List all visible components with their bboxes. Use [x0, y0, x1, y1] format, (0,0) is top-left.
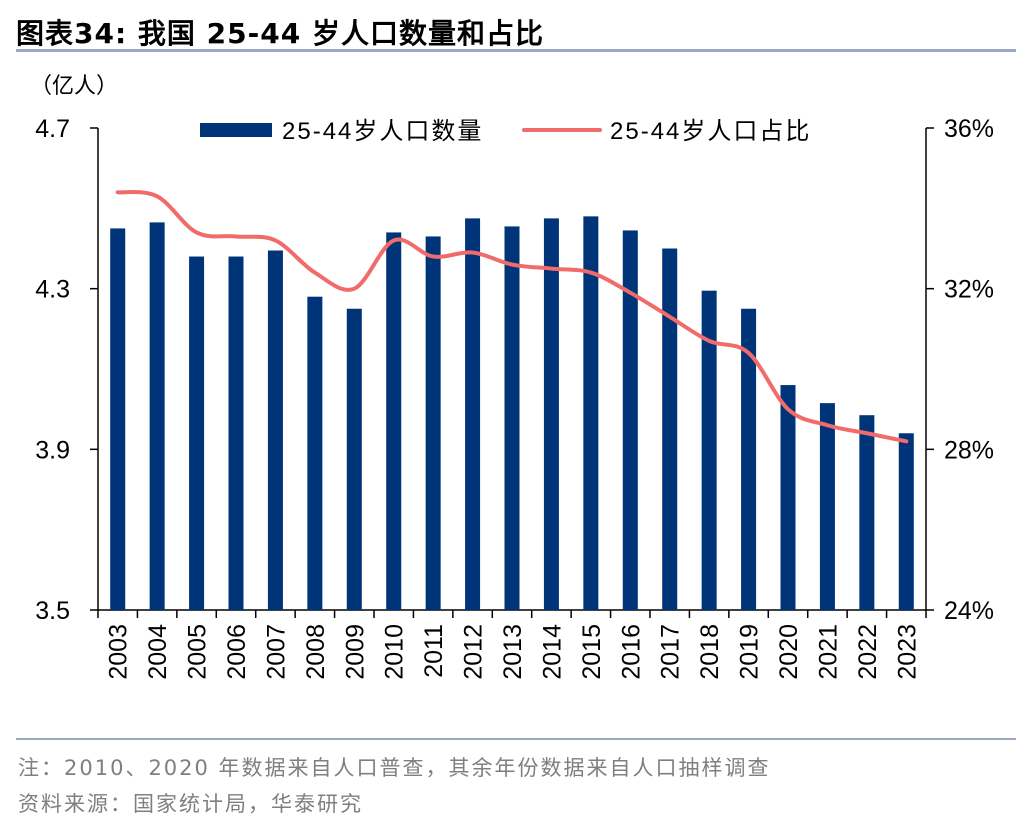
bar	[701, 290, 717, 610]
x-tick-label: 2009	[341, 624, 369, 680]
bar	[504, 226, 520, 611]
left-y-tick-label: 4.3	[35, 276, 70, 304]
line-point	[196, 231, 198, 233]
right-y-tick-label: 36%	[944, 115, 994, 143]
bar	[228, 256, 244, 610]
x-tick-label: 2006	[223, 624, 251, 680]
line-point	[393, 239, 395, 241]
x-tick-label: 2005	[184, 624, 212, 680]
bar	[662, 248, 678, 610]
line-point	[117, 191, 119, 193]
bar	[149, 222, 165, 610]
bar	[741, 308, 757, 610]
left-y-tick-label: 3.5	[35, 597, 70, 625]
line-point	[274, 239, 276, 241]
footer-divider	[16, 738, 1016, 740]
x-tick-label: 2019	[736, 624, 764, 680]
chart-title: 图表34: 我国 25-44 岁人口数量和占比	[16, 17, 544, 50]
x-tick-label: 2016	[617, 624, 645, 680]
left-y-tick-label: 3.9	[35, 436, 70, 464]
x-tick-label: 2020	[775, 624, 803, 680]
bar	[780, 385, 796, 610]
x-tick-label: 2004	[144, 624, 172, 680]
bar	[465, 218, 481, 610]
x-tick-label: 2012	[460, 624, 488, 680]
line-point	[432, 256, 434, 258]
line-point	[708, 340, 710, 342]
line-point	[353, 288, 355, 290]
line-point	[472, 252, 474, 254]
line-point	[235, 235, 237, 237]
bar	[583, 216, 599, 610]
line-point	[550, 268, 552, 270]
x-tick-label: 2018	[696, 624, 724, 680]
legend-label-line: 25-44岁人口占比	[610, 118, 811, 145]
bar	[267, 250, 283, 610]
right-y-tick-label: 32%	[944, 276, 994, 304]
right-y-tick-label: 24%	[944, 597, 994, 625]
x-tick-label: 2010	[381, 624, 409, 680]
x-tick-label: 2007	[262, 624, 290, 680]
bar	[859, 415, 875, 610]
footnote: 注：2010、2020 年数据来自人口普查，其余年份数据来自人口抽样调查	[18, 756, 771, 780]
bar	[898, 433, 914, 610]
line-point	[629, 292, 631, 294]
line-point	[905, 440, 907, 442]
bar	[425, 236, 441, 610]
bar	[386, 232, 402, 610]
y-axis-unit-label: （亿人）	[30, 74, 119, 99]
bar	[307, 296, 323, 610]
x-tick-label: 2003	[105, 624, 133, 680]
title-divider	[16, 49, 1016, 52]
line-point	[511, 264, 513, 266]
x-tick-label: 2017	[657, 624, 685, 680]
line-point	[826, 424, 828, 426]
bar	[819, 403, 835, 610]
line-point	[787, 408, 789, 410]
bar	[110, 228, 126, 610]
source-note: 资料来源：国家统计局，华泰研究	[18, 792, 363, 816]
legend-swatch-bar	[200, 123, 272, 137]
right-y-tick-label: 28%	[944, 436, 994, 464]
x-tick-label: 2021	[814, 624, 842, 680]
line-point	[156, 195, 158, 197]
line-point	[314, 272, 316, 274]
bar	[543, 218, 559, 610]
x-tick-label: 2023	[893, 624, 921, 680]
line-point	[669, 316, 671, 318]
x-tick-label: 2022	[854, 624, 882, 680]
line-point	[866, 432, 868, 434]
line-point	[748, 352, 750, 354]
legend-label-bar: 25-44岁人口数量	[282, 118, 483, 145]
x-tick-label: 2013	[499, 624, 527, 680]
x-tick-label: 2011	[420, 624, 448, 678]
left-y-tick-label: 4.7	[35, 115, 70, 143]
bar	[189, 256, 205, 610]
x-tick-label: 2008	[302, 624, 330, 680]
bar	[622, 230, 638, 611]
x-tick-label: 2015	[578, 624, 606, 680]
x-tick-label: 2014	[538, 624, 566, 680]
line-point	[590, 272, 592, 274]
chart-canvas: 3.5 3.9 4.3 4.7 24% 28% 32% 36% 2003 2004 2005 2006…	[35, 115, 994, 680]
bar	[346, 308, 362, 610]
